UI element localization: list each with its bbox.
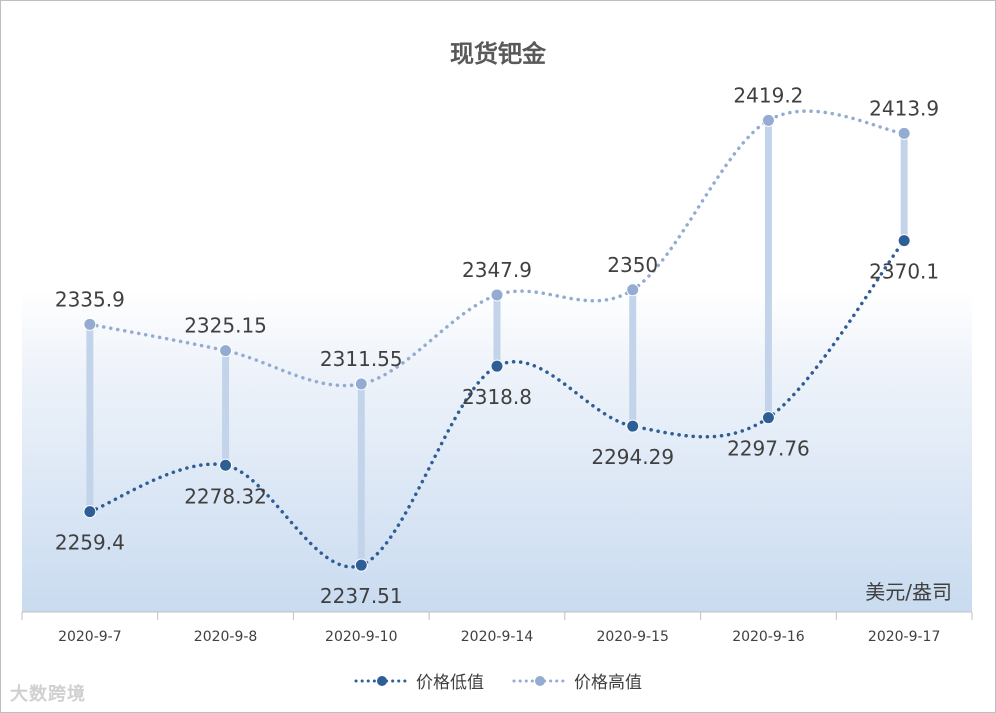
x-tick-label: 2020-9-17 [868,629,940,645]
data-labels: 2335.9 2325.15 2311.55 2347.9 2350 2419.2 2413… [55,83,939,608]
x-tick-label: 2020-9-16 [732,629,805,645]
point-high[interactable] [897,126,911,140]
point-low[interactable] [897,234,911,248]
data-label-low: 2278.32 [184,484,267,508]
legend-marker-low [354,675,410,686]
data-label-high: 2325.15 [184,314,267,338]
legend-item-low[interactable]: 价格低值 [354,668,484,693]
point-low[interactable] [354,558,368,572]
x-tick-label: 2020-9-14 [461,629,534,645]
point-high[interactable] [83,317,97,331]
data-label-high: 2413.9 [869,96,939,120]
point-low[interactable] [490,359,504,373]
data-label-low: 2237.51 [320,584,403,608]
data-label-high: 2311.55 [320,347,403,371]
x-axis: 2020-9-7 2020-9-8 2020-9-10 2020-9-14 2020-9… [21,611,973,645]
point-high[interactable] [626,283,640,297]
x-tick-label: 2020-9-15 [596,629,668,645]
point-high[interactable] [490,288,504,302]
data-label-high: 2350 [607,253,658,277]
data-label-high: 2335.9 [55,287,125,311]
point-low[interactable] [83,505,97,519]
data-label-low: 2297.76 [727,437,810,461]
legend-item-high[interactable]: 价格高值 [512,668,642,693]
data-label-high: 2347.9 [462,258,532,282]
x-tick-label: 2020-9-7 [58,629,122,645]
unit-label: 美元/盎司 [865,580,952,604]
data-label-low: 2318.8 [462,385,532,409]
point-high[interactable] [219,344,233,358]
x-tick-label: 2020-9-8 [194,629,258,645]
data-label-low: 2294.29 [591,445,674,469]
point-high[interactable] [761,113,775,127]
watermark: 大数跨境 [10,684,86,705]
data-label-low: 2259.4 [55,531,125,555]
point-low[interactable] [626,419,640,433]
legend-label-high: 价格高值 [574,673,642,693]
legend-marker-high [512,675,568,686]
legend: 价格低值 价格高值 [0,668,996,693]
point-high[interactable] [354,377,368,391]
point-low[interactable] [761,411,775,425]
data-label-low: 2370.1 [869,260,939,284]
point-low[interactable] [219,458,233,472]
data-label-high: 2419.2 [733,83,803,107]
legend-label-low: 价格低值 [416,673,484,693]
x-tick-label: 2020-9-10 [325,629,397,645]
data-points [83,113,911,572]
chart-title: 现货钯金 [450,40,546,68]
high-low-lines [86,120,908,566]
